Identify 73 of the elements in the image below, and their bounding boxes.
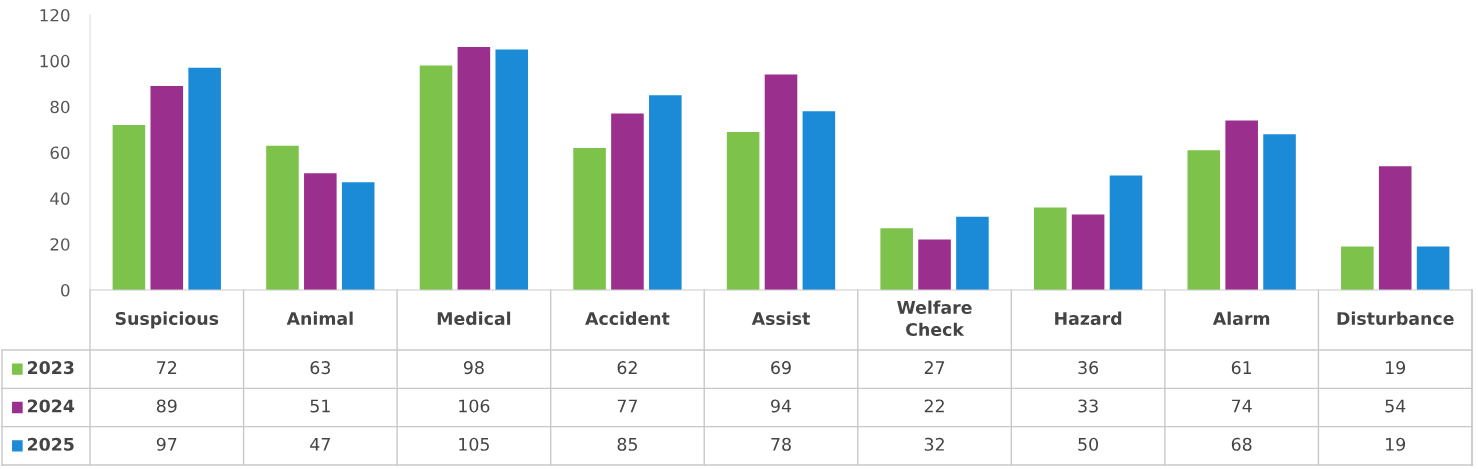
x-tick-label: Assist: [751, 311, 810, 326]
bar: [1109, 175, 1143, 290]
x-tick-label: Alarm: [1212, 311, 1270, 326]
x-tick-label: Suspicious: [115, 311, 219, 329]
data-label: 19: [1386, 361, 1406, 375]
bar: [918, 239, 951, 290]
data-label: 36: [1078, 361, 1099, 375]
data-label: 89: [156, 399, 177, 413]
bar: [802, 111, 836, 290]
y-tick-label: 0: [61, 283, 70, 297]
x-tick-label: Animal: [286, 311, 353, 326]
data-label: 72: [157, 361, 177, 374]
bar: [457, 47, 491, 290]
bar: [419, 65, 453, 290]
y-tick-label: 100: [40, 54, 70, 68]
data-label: 106: [459, 399, 490, 413]
bar: [1263, 134, 1296, 290]
bar: [1187, 150, 1221, 290]
y-tick-label: 40: [50, 192, 70, 205]
bar: [573, 147, 606, 290]
data-label: 61: [1231, 361, 1252, 375]
x-tick-label: Disturbance: [1337, 311, 1454, 326]
bar: [726, 131, 760, 290]
bar: [1033, 207, 1067, 290]
bar: [1378, 166, 1412, 290]
bar: [341, 182, 375, 290]
bar: [304, 173, 337, 290]
data-label: 33: [1078, 399, 1098, 413]
bar: [880, 228, 913, 290]
bar: [188, 67, 221, 290]
bar: [1071, 214, 1105, 290]
bar: [266, 145, 299, 290]
data-label: 51: [310, 399, 330, 413]
bar: [764, 74, 798, 290]
bar: [112, 125, 146, 290]
y-tick-label: 120: [40, 8, 70, 22]
bar: [1341, 246, 1374, 290]
data-label: 74: [1232, 399, 1252, 413]
x-tick-label: Hazard: [1055, 311, 1122, 326]
data-label: 78: [771, 437, 791, 451]
data-label: 85: [617, 437, 637, 451]
data-label: 54: [1385, 399, 1406, 413]
data-label: 68: [1231, 437, 1252, 451]
legend-label: 2025: [27, 437, 74, 451]
x-tick-label: Welfare Check: [897, 300, 972, 337]
bar: [495, 49, 529, 290]
data-label: 47: [310, 437, 330, 451]
data-label: 50: [1078, 437, 1098, 451]
data-label: 94: [771, 399, 792, 413]
bar: [956, 216, 989, 290]
data-label: 22: [924, 399, 944, 413]
bar: [150, 86, 184, 290]
data-label: 77: [617, 399, 638, 413]
data-label: 105: [459, 437, 489, 451]
bar: [1225, 120, 1258, 290]
data-label: 27: [924, 361, 945, 374]
data-label: 69: [771, 361, 791, 375]
legend-label: 2024: [27, 399, 75, 413]
y-tick-label: 60: [50, 146, 70, 160]
data-label: 19: [1386, 437, 1406, 451]
bar: [611, 113, 644, 290]
data-label: 32: [924, 437, 944, 451]
legend-label: 2023: [27, 361, 74, 375]
y-tick-label: 20: [50, 238, 70, 251]
data-label: 98: [463, 361, 484, 375]
bar: [649, 95, 682, 290]
data-label: 63: [310, 361, 330, 375]
data-label: 97: [156, 437, 177, 451]
data-label: 62: [617, 361, 637, 375]
bar: [1416, 246, 1450, 290]
x-tick-label: Accident: [585, 311, 670, 326]
x-tick-label: Medical: [437, 311, 511, 326]
y-tick-label: 80: [50, 100, 70, 114]
